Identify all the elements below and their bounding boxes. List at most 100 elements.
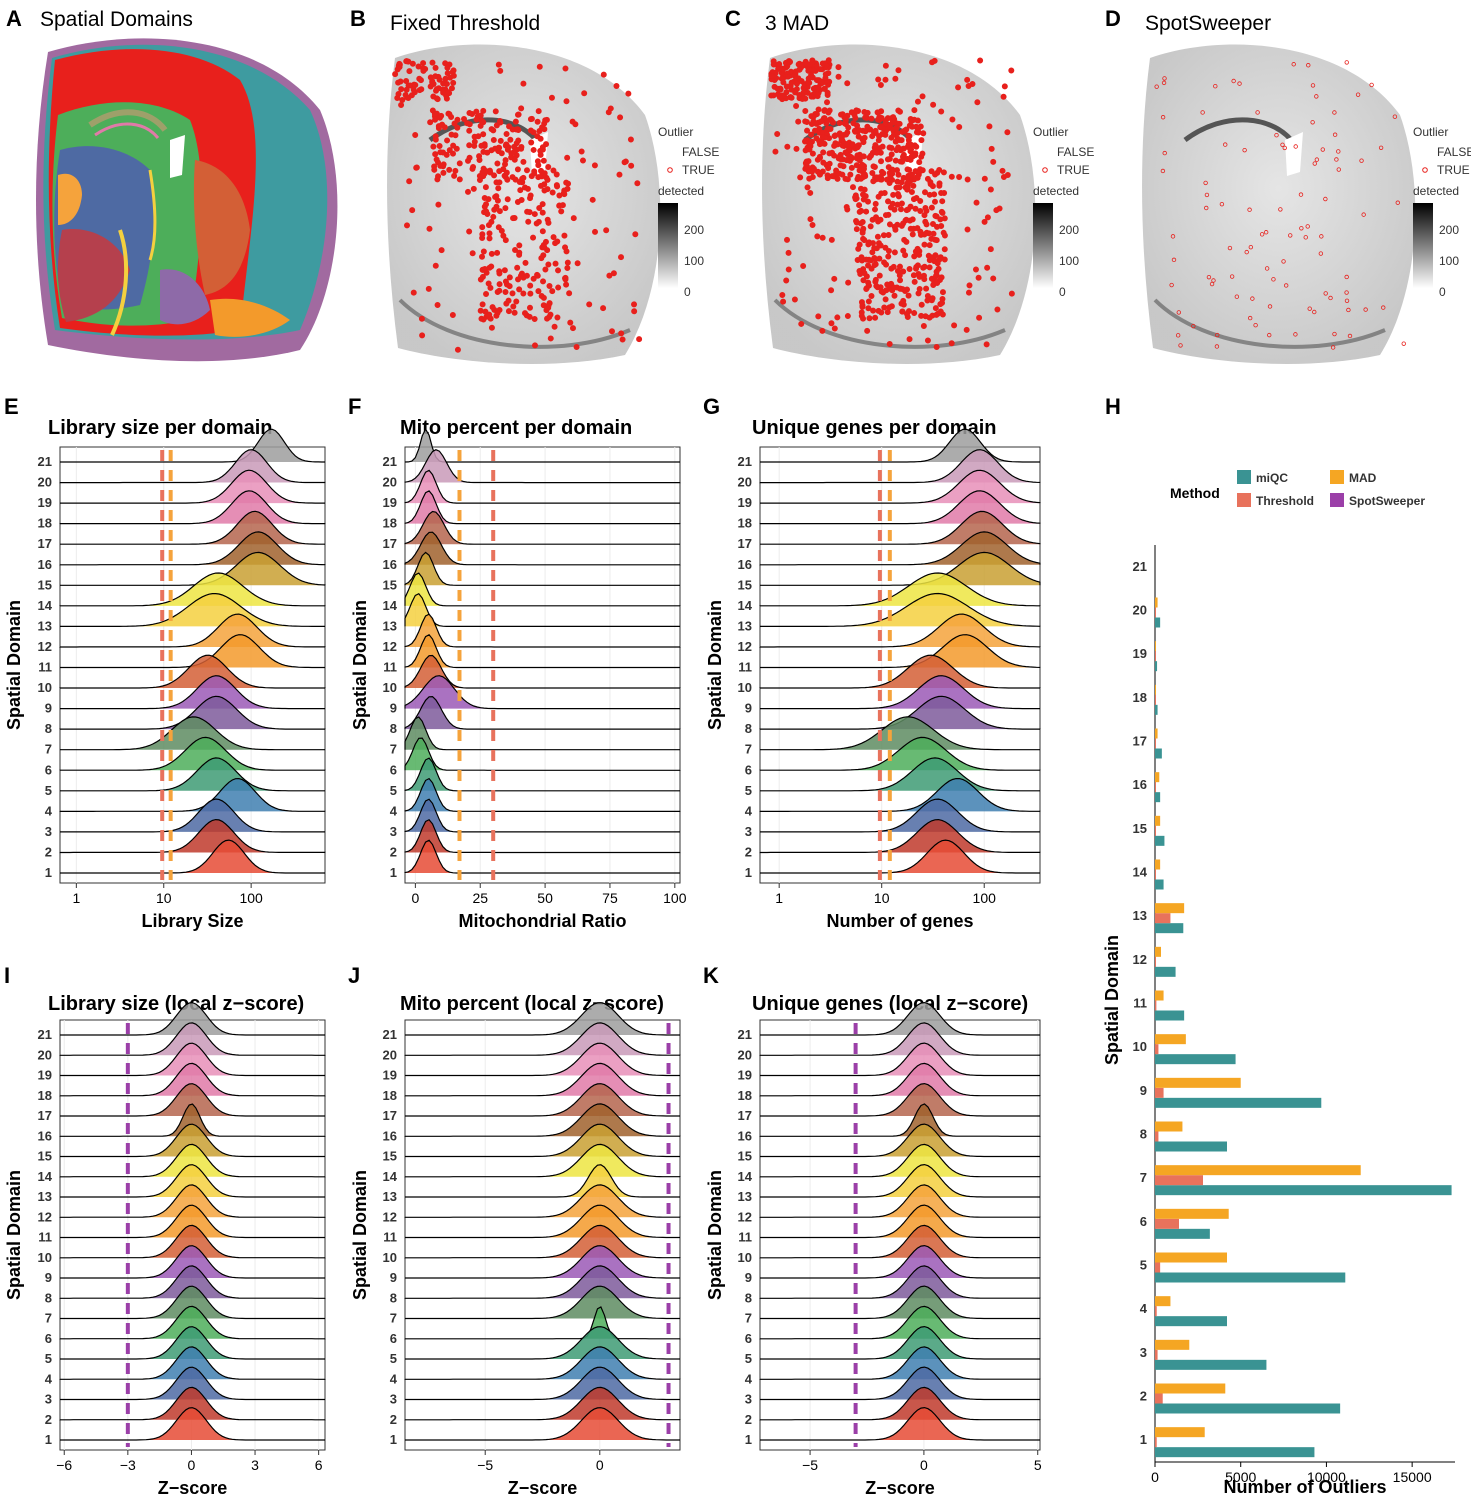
outlier-point [1336, 167, 1341, 172]
ridge-fill-domain-21 [60, 1002, 325, 1035]
ridge-fill-domain-3 [760, 1367, 1040, 1400]
outlier-point [793, 145, 800, 152]
outlier-point [550, 234, 557, 241]
legend-outlier-title: Outlier [1033, 125, 1068, 139]
ridge-line-domain-8 [59, 1265, 326, 1299]
legend-label-spotsweeper: SpotSweeper [1349, 494, 1425, 508]
bar-mad-domain-11 [1155, 990, 1164, 1001]
gradient-tick-label: 0 [1059, 285, 1066, 299]
outlier-point [636, 336, 643, 343]
ridge-panel-e: E Library size per domain 1 10 100 Library Si… [4, 394, 326, 931]
y-tick-label: 2 [45, 1412, 52, 1427]
outlier-point [517, 272, 524, 279]
outlier-point [915, 290, 922, 297]
outlier-point [1162, 150, 1167, 156]
outlier-point [1330, 345, 1336, 350]
outlier-point [479, 169, 486, 176]
legend-true-swatch [1042, 167, 1048, 173]
outlier-point [983, 341, 990, 348]
outlier-point [919, 93, 926, 100]
outlier-point [850, 120, 857, 127]
outlier-point [855, 133, 862, 140]
outlier-point [904, 313, 911, 320]
outlier-point [922, 204, 929, 211]
outlier-point [866, 315, 873, 322]
outlier-point [553, 171, 560, 178]
outlier-point [456, 160, 463, 167]
outlier-point [466, 228, 473, 235]
y-tick-label: 15 [738, 1149, 752, 1164]
ridge-fill-domain-9 [760, 1245, 1040, 1278]
outlier-point [938, 108, 945, 115]
ridge-fill-domain-2 [760, 1387, 1040, 1420]
outlier-point [490, 213, 497, 220]
outlier-point [867, 257, 874, 264]
outlier-point [987, 246, 994, 253]
outlier-point [600, 71, 607, 78]
outlier-point [444, 64, 451, 71]
y-axis-label: Spatial Domain [4, 1170, 24, 1300]
outlier-point [860, 196, 867, 203]
outlier-point [1267, 332, 1272, 338]
y-tick-label: 13 [383, 1189, 397, 1204]
y-tick-label: 18 [38, 516, 52, 531]
ridge-line-domain-7 [760, 1285, 1040, 1320]
ridge-line-domain-20 [59, 1022, 326, 1056]
outlier-point [906, 266, 913, 273]
outlier-point [514, 264, 521, 271]
outlier-point [812, 127, 819, 134]
outlier-point [452, 167, 459, 174]
y-tick-label: 3 [1140, 1345, 1147, 1360]
ridge-line-domain-17 [760, 510, 1041, 545]
outlier-point [1000, 93, 1007, 100]
x-tick-label: 15000 [1393, 1469, 1432, 1485]
outlier-point [445, 89, 452, 96]
ridge-fill-domain-8 [760, 696, 1040, 730]
outlier-point [512, 118, 519, 125]
outlier-point [539, 228, 546, 235]
outlier-point [892, 75, 899, 82]
y-tick-label: 2 [745, 844, 752, 859]
outlier-point [956, 174, 963, 181]
outlier-point [890, 119, 897, 126]
outlier-point [496, 287, 503, 294]
outlier-point [842, 175, 849, 182]
outlier-point [990, 158, 997, 165]
outlier-point [941, 246, 948, 253]
outlier-point [897, 277, 904, 284]
outlier-point [502, 278, 509, 285]
outlier-point [530, 234, 537, 241]
outlier-point [431, 166, 438, 173]
outlier-point [809, 222, 816, 229]
outlier-point [1306, 63, 1311, 68]
outlier-point [848, 164, 855, 171]
outlier-point [1259, 232, 1265, 237]
ridge-fill-domain-13 [405, 1164, 680, 1197]
outlier-point [1293, 144, 1298, 149]
bar-threshold-domain-16 [1155, 782, 1156, 793]
outlier-point [808, 113, 815, 120]
ridge-line-domain-17 [404, 510, 680, 545]
ridge-fill-domain-14 [60, 1144, 325, 1177]
outlier-point [535, 174, 542, 181]
outlier-point [501, 267, 508, 274]
y-tick-label: 5 [1140, 1258, 1147, 1273]
outlier-point [885, 231, 892, 238]
ridge-fill-domain-4 [760, 778, 1040, 812]
outlier-point [972, 266, 979, 273]
outlier-point [527, 282, 534, 289]
ridge-line-domain-10 [59, 1224, 326, 1259]
outlier-point [861, 134, 868, 141]
outlier-point [492, 108, 499, 115]
y-tick-label: 13 [383, 618, 397, 633]
outlier-point [434, 302, 441, 309]
ridge-line-domain-1 [60, 1407, 325, 1441]
outlier-point [603, 227, 610, 234]
ridge-fill-domain-13 [60, 1164, 325, 1197]
ridge-line-domain-20 [404, 449, 681, 484]
outlier-point [884, 281, 891, 288]
ridge-fill-domain-2 [760, 819, 1040, 853]
ridge-fill-domain-13 [60, 593, 325, 627]
ridge-line-domain-12 [59, 1184, 326, 1218]
outlier-point [931, 191, 938, 198]
